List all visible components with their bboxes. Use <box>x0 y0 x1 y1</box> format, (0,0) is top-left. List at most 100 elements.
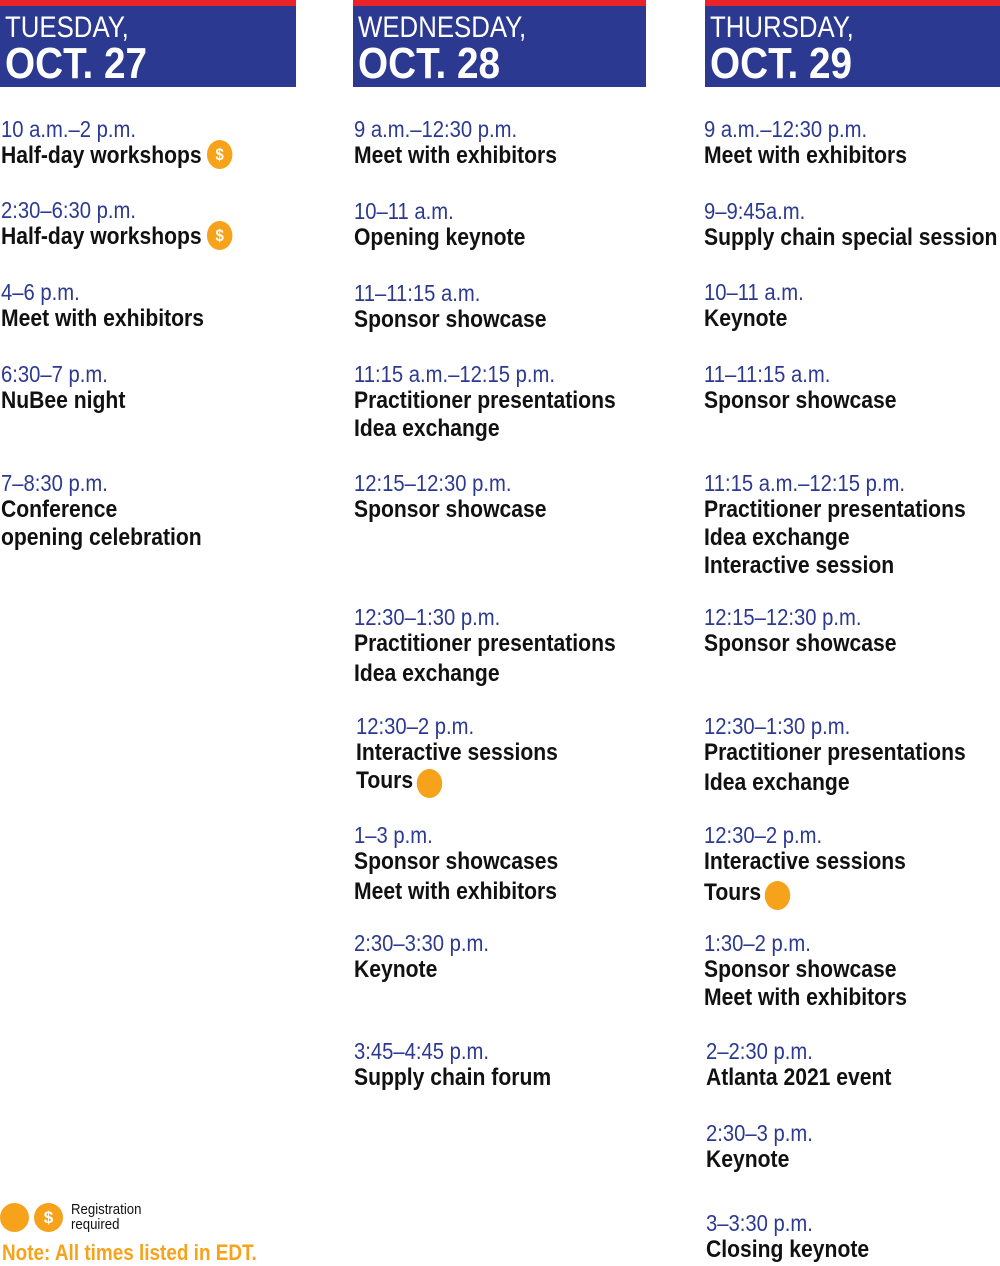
event-time: 10 a.m.–2 p.m. <box>1 116 137 142</box>
day-header-thursday: THURSDAY, OCT. 29 <box>705 0 1000 87</box>
event-time: 2–2:30 p.m. <box>706 1038 813 1064</box>
event-time: 9–9:45a.m. <box>704 198 806 224</box>
event-time: 1–3 p.m. <box>354 822 433 848</box>
schedule-event: 2:30–3:30 p.m. Keynote <box>354 930 507 984</box>
schedule-event: 6:30–7 p.m. NuBee night <box>1 361 142 415</box>
event-item: Closing keynote <box>706 1236 870 1263</box>
schedule-event: 12:30–1:30 p.m. Practitioner presentatio… <box>354 604 651 688</box>
day-name: THURSDAY, <box>710 11 854 44</box>
schedule-event: 3–3:30 p.m. Closing keynote <box>706 1210 891 1264</box>
event-time: 11–11:15 a.m. <box>354 280 481 306</box>
schedule-event: 1–3 p.m. Sponsor showcases Meet with exh… <box>354 822 586 906</box>
event-item: Keynote <box>704 305 788 332</box>
event-item: Opening keynote <box>354 224 526 251</box>
time-zone-note: Note: All times listed in EDT. <box>2 1240 257 1265</box>
event-item: Atlanta 2021 event <box>706 1064 892 1091</box>
event-item: Tours <box>356 767 558 799</box>
event-item: Practitioner presentations <box>704 496 966 523</box>
event-item: Sponsor showcase <box>704 387 897 414</box>
event-item: NuBee night <box>1 387 126 414</box>
event-time: 11:15 a.m.–12:15 p.m. <box>354 361 556 387</box>
schedule-event: 10 a.m.–2 p.m. Half-day workshops $ <box>1 116 264 171</box>
event-time: 3–3:30 p.m. <box>706 1210 813 1236</box>
event-item: Supply chain special session <box>704 224 998 251</box>
event-time: 10–11 a.m. <box>354 198 454 224</box>
event-item: Conference <box>1 496 118 523</box>
schedule-event: 10–11 a.m. Keynote <box>704 279 817 333</box>
event-item: Practitioner presentations <box>354 630 616 657</box>
schedule-event: 10–11 a.m. Opening keynote <box>354 198 549 252</box>
event-time: 10–11 a.m. <box>704 279 804 305</box>
event-item: Half-day workshops $ <box>1 221 233 252</box>
day-name: TUESDAY, <box>5 11 129 44</box>
event-time: 12:30–2 p.m. <box>704 822 823 848</box>
event-item: Practitioner presentations <box>704 739 966 766</box>
event-item: opening celebration <box>1 524 202 551</box>
schedule-event: 12:30–2 p.m. Interactive sessions Tours <box>704 822 933 911</box>
schedule-event: 11–11:15 a.m. Sponsor showcase <box>704 361 923 415</box>
event-item: Interactive sessions <box>704 848 906 875</box>
schedule-event: 1:30–2 p.m. Sponsor showcase Meet with e… <box>704 930 935 1012</box>
day-date: OCT. 27 <box>5 39 148 88</box>
event-time: 11:15 a.m.–12:15 p.m. <box>704 470 906 496</box>
event-time: 9 a.m.–12:30 p.m. <box>354 116 518 142</box>
schedule-event: 4–6 p.m. Meet with exhibitors <box>1 279 232 333</box>
dollar-icon: $ <box>206 140 233 170</box>
schedule-event: 12:15–12:30 p.m. Sponsor showcase <box>704 604 923 658</box>
event-item: Keynote <box>706 1146 790 1173</box>
tour-icon <box>764 881 791 911</box>
event-time: 12:30–1:30 p.m. <box>704 713 851 739</box>
event-time: 9 a.m.–12:30 p.m. <box>704 116 868 142</box>
event-item: Idea exchange <box>354 660 500 687</box>
event-item: Meet with exhibitors <box>354 878 558 905</box>
day-header-tuesday: TUESDAY, OCT. 27 <box>0 0 296 87</box>
day-name: WEDNESDAY, <box>358 11 527 44</box>
tour-icon <box>416 769 443 799</box>
schedule-event: 7–8:30 p.m. Conference opening celebrati… <box>1 470 229 552</box>
schedule-event: 12:15–12:30 p.m. Sponsor showcase <box>354 470 573 524</box>
event-item: Practitioner presentations <box>354 387 616 414</box>
schedule-event: 9 a.m.–12:30 p.m. Meet with exhibitors <box>704 116 935 170</box>
event-item: Sponsor showcase <box>704 630 897 657</box>
tour-icon <box>0 1203 29 1232</box>
event-time: 12:30–1:30 p.m. <box>354 604 501 630</box>
schedule-event: 12:30–2 p.m. Interactive sessions Tours <box>356 713 585 799</box>
schedule-event: 11–11:15 a.m. Sponsor showcase <box>354 280 573 334</box>
dollar-icon: $ <box>34 1203 63 1232</box>
event-item: Sponsor showcase <box>704 956 897 983</box>
event-time: 6:30–7 p.m. <box>1 361 108 387</box>
schedule-event: 9–9:45a.m. Supply chain special session <box>704 198 1000 252</box>
event-item: Sponsor showcases <box>354 848 559 875</box>
schedule-event: 2–2:30 p.m. Atlanta 2021 event <box>706 1038 917 1092</box>
event-time: 2:30–3 p.m. <box>706 1120 813 1146</box>
event-time: 3:45–4:45 p.m. <box>354 1038 490 1064</box>
event-time: 2:30–3:30 p.m. <box>354 930 490 956</box>
event-time: 12:30–2 p.m. <box>356 713 475 739</box>
event-item: Interactive session <box>704 552 895 579</box>
schedule-event: 12:30–1:30 p.m. Practitioner presentatio… <box>704 713 1000 797</box>
event-item: Half-day workshops $ <box>1 140 233 171</box>
event-item: Keynote <box>354 956 438 983</box>
event-time: 4–6 p.m. <box>1 279 80 305</box>
legend-label: Registration required <box>71 1201 142 1233</box>
event-item: Idea exchange <box>704 769 850 796</box>
schedule-event: 11:15 a.m.–12:15 p.m. Practitioner prese… <box>354 361 651 443</box>
schedule-event: 9 a.m.–12:30 p.m. Meet with exhibitors <box>354 116 585 170</box>
event-item: Idea exchange <box>354 415 500 442</box>
day-date: OCT. 28 <box>358 39 501 88</box>
event-time: 1:30–2 p.m. <box>704 930 811 956</box>
event-item: Sponsor showcase <box>354 306 547 333</box>
schedule-event: 11:15 a.m.–12:15 p.m. Practitioner prese… <box>704 470 1000 580</box>
event-time: 12:15–12:30 p.m. <box>704 604 862 630</box>
schedule-event: 2:30–6:30 p.m. Half-day workshops $ <box>1 197 264 252</box>
event-item: Interactive sessions <box>356 739 558 766</box>
day-date: OCT. 29 <box>710 39 853 88</box>
event-time: 12:15–12:30 p.m. <box>354 470 512 496</box>
schedule-event: 3:45–4:45 p.m. Supply chain forum <box>354 1038 578 1092</box>
event-time: 2:30–6:30 p.m. <box>1 197 137 223</box>
dollar-icon: $ <box>206 221 233 251</box>
event-item: Meet with exhibitors <box>1 305 205 332</box>
event-time: 11–11:15 a.m. <box>704 361 831 387</box>
schedule-event: 2:30–3 p.m. Keynote <box>706 1120 827 1174</box>
event-item: Meet with exhibitors <box>704 142 908 169</box>
